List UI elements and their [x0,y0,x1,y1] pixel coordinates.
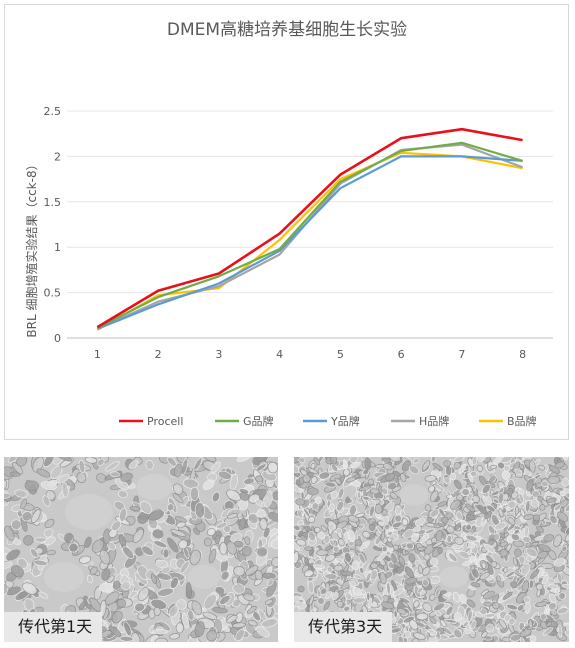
series-lines [96,127,523,331]
x-tick-label: 5 [337,348,344,361]
legend-label: G品牌 [243,414,274,428]
legend-item: Procell [119,415,183,428]
legend-label: H品牌 [419,414,449,428]
series-line [96,127,523,329]
gridlines [67,110,553,339]
chart-title: DMEM高糖培养基细胞生长实验 [167,20,407,40]
y-tick-label: 2.5 [44,105,62,118]
x-tick-label: 7 [458,348,465,361]
legend-item: G品牌 [215,414,274,428]
x-tick-label: 2 [155,348,162,361]
y-axis-label: BRL 细胞增殖实验结果（cck-8） [24,158,39,337]
x-axis-ticks: 1 2 3 4 5 6 7 8 [94,348,526,361]
x-tick-label: 8 [519,348,526,361]
series-line [96,141,523,329]
photo-caption: 传代第1天 [4,612,103,642]
x-tick-label: 6 [398,348,405,361]
legend-item: Y品牌 [303,414,360,428]
photo-caption: 传代第3天 [294,612,393,642]
legend-label: Procell [147,415,183,428]
y-tick-label: 1.5 [44,196,62,209]
y-tick-label: 0 [54,332,61,345]
cell-photo-day3: 传代第3天 [294,457,569,642]
legend-item: H品牌 [391,414,449,428]
legend-label: B品牌 [507,414,537,428]
x-tick-label: 1 [94,348,101,361]
legend-label: Y品牌 [330,414,360,428]
legend: Procell G品牌 Y品牌 H品牌 B品牌 [119,414,537,428]
y-tick-label: 1 [54,241,61,254]
y-tick-label: 0.5 [44,287,62,300]
legend-item: B品牌 [479,414,537,428]
cell-photo-day1: 传代第1天 [4,457,278,642]
y-axis-ticks: 0 0.5 1 1.5 2 2.5 [44,105,62,345]
series-line [96,143,523,330]
chart-panel: DMEM高糖培养基细胞生长实验 0 0.5 1 1.5 2 2.5 1 2 3 4 5 6 7 8 BR… [4,4,569,440]
series-line [96,155,523,330]
y-tick-label: 2 [54,150,61,163]
line-chart: DMEM高糖培养基细胞生长实验 0 0.5 1 1.5 2 2.5 1 2 3 4 5 6 7 8 BR… [24,20,553,428]
x-tick-label: 4 [276,348,283,361]
x-tick-label: 3 [215,348,222,361]
